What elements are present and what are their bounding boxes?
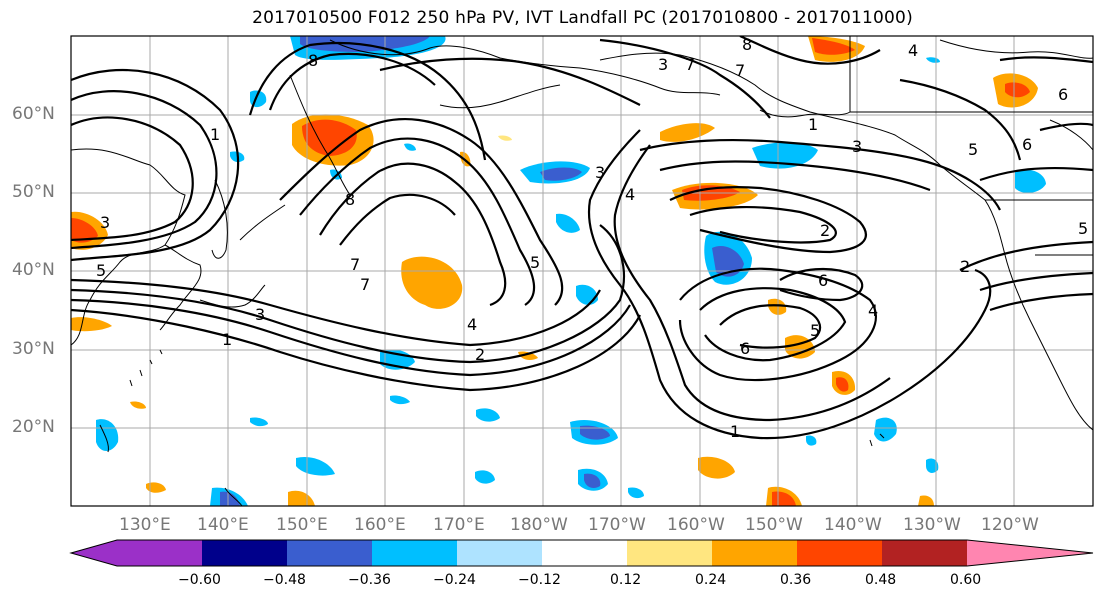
contour-label: 8 [308,51,318,70]
colorbar-tick-label: 0.24 [695,572,727,588]
colorbar-bin [457,540,542,566]
colorbar-tick-label: −0.24 [433,572,476,588]
colorbar-tick-label: 0.36 [780,572,812,588]
colorbar-tick-label: −0.60 [178,572,221,588]
contour-label: 3 [658,55,668,74]
lon-label: 150°W [745,515,803,535]
map-border [70,35,1094,507]
colorbar [69,539,1094,567]
colorbar-bin [627,540,712,566]
colorbar-tick-label: −0.12 [518,572,561,588]
lon-label: 180°W [510,515,568,535]
lon-label: 130°E [119,515,171,535]
lon-label: 130°W [903,515,961,535]
colorbar-tick-label: 0.60 [950,572,982,588]
contour-label: 2 [960,257,970,276]
contour-label: 6 [740,339,750,358]
colorbar-tick-label: 0.48 [865,572,897,588]
contour-label: 4 [868,301,878,320]
contour-label: 2 [820,221,830,240]
lon-label: 120°W [981,515,1039,535]
contour-label: 7 [350,255,360,274]
contour-label: 4 [908,41,918,60]
lon-label: 140°W [824,515,882,535]
ivt-contours [71,36,1093,440]
lon-label: 170°W [588,515,646,535]
lat-label: 30°N [12,339,55,359]
contour-label: 5 [96,261,106,280]
colorbar-bin [287,540,372,566]
colorbar-extend-high [967,540,1093,566]
contour-label: 5 [968,140,978,159]
lon-label: 160°E [354,515,406,535]
contour-label: 7 [735,61,745,80]
colorbar-bin [372,540,457,566]
colorbar-bin [542,540,627,566]
contour-label: 3 [255,305,265,324]
lat-label: 60°N [12,104,55,124]
contour-label: 3 [100,213,110,232]
contour-label: 3 [852,137,862,156]
contour-label: 4 [625,185,635,204]
contour-label: 1 [210,125,220,144]
contour-label: 3 [595,163,605,182]
colorbar-bin [712,540,797,566]
contour-label: 5 [810,321,820,340]
map-title: 2017010500 F012 250 hPa PV, IVT Landfall… [252,8,913,28]
lat-label: 40°N [12,260,55,280]
contour-label: 7 [685,55,695,74]
colorbar-bin [117,540,202,566]
contour-label: 5 [1078,219,1088,238]
contour-label: 1 [222,330,232,349]
colorbar-tick-label: 0.12 [610,572,642,588]
contour-labels: 8 7 7 5 3 1 5 3 7 2 4 3 1 1 3 2 4 5 6 6 … [96,35,1088,441]
lat-label: 20°N [12,417,55,437]
contour-label: 8 [345,190,355,209]
colorbar-extend-low [71,540,117,566]
contour-label: 6 [818,271,828,290]
lon-label: 170°E [433,515,485,535]
contour-label: 6 [1058,85,1068,104]
lon-label: 140°E [197,515,249,535]
contour-label: 2 [475,345,485,364]
graticule [71,36,1093,506]
contour-label: 5 [530,253,540,272]
colorbar-tick-label: −0.48 [263,572,306,588]
colorbar-bin [202,540,287,566]
contour-label: 1 [808,115,818,134]
contour-label: 6 [1022,135,1032,154]
colorbar-bin [797,540,882,566]
contour-label: 1 [730,422,740,441]
contour-label: 8 [742,35,752,54]
lon-label: 150°E [276,515,328,535]
pv-negative-shading [96,36,1046,506]
colorbar-tick-label: −0.36 [348,572,391,588]
colorbar-bin [882,540,967,566]
contour-label: 4 [467,315,477,334]
lat-label: 50°N [12,182,55,202]
contour-label: 7 [360,275,370,294]
lon-label: 160°W [667,515,725,535]
